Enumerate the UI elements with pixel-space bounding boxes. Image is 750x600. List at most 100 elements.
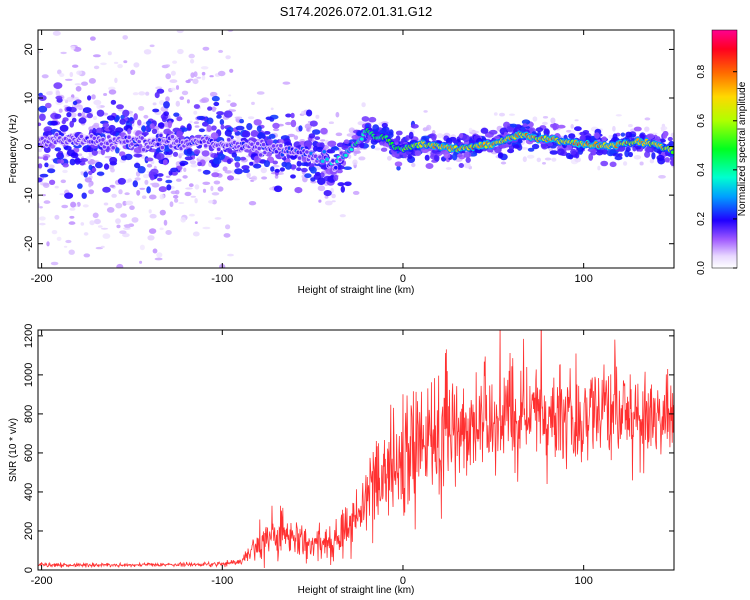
heatmap-noise-cell — [177, 48, 184, 55]
heatmap-noise-cell — [209, 75, 214, 78]
heatmap-noise-cell — [180, 217, 186, 223]
heatmap-noise-cell — [317, 185, 326, 192]
heatmap-cell — [38, 122, 42, 127]
heatmap-noise-cell — [143, 114, 149, 119]
heatmap-noise-cell — [125, 200, 134, 206]
heatmap-y-tick-label: 10 — [23, 92, 35, 104]
heatmap-cell — [465, 157, 471, 164]
heatmap-cell — [609, 161, 617, 168]
heatmap-noise-cell — [118, 189, 123, 195]
heatmap-noise-cell — [104, 313, 110, 316]
heatmap-cell — [227, 175, 234, 181]
heatmap-ridge-cell — [331, 159, 335, 163]
heatmap-cell — [566, 152, 572, 159]
heatmap-noise-cell — [75, 86, 82, 92]
heatmap-noise-cell — [436, 133, 444, 139]
heatmap-noise-cell — [124, 192, 130, 196]
heatmap-cell — [263, 131, 271, 135]
heatmap-noise-cell — [70, 45, 76, 50]
heatmap-ridge-cell — [108, 139, 113, 143]
heatmap-noise-cell — [59, 193, 66, 196]
heatmap-noise-cell — [202, 181, 211, 185]
heatmap-noise-cell — [97, 225, 103, 228]
heatmap-noise-cell — [361, 102, 366, 108]
heatmap-cell — [141, 131, 149, 136]
heatmap-noise-cell — [272, 164, 280, 168]
heatmap-cell — [463, 151, 472, 159]
heatmap-noise-cell — [92, 212, 99, 219]
heatmap-noise-cell — [176, 30, 184, 34]
heatmap-noise-cell — [202, 46, 210, 51]
heatmap-noise-cell — [130, 69, 136, 76]
heatmap-cell — [306, 109, 313, 117]
heatmap-noise-cell — [251, 101, 255, 105]
heatmap-cell — [91, 167, 97, 172]
heatmap-noise-cell — [82, 204, 89, 208]
heatmap-noise-cell — [46, 164, 55, 170]
snr-x-tick-label: -100 — [211, 575, 233, 587]
snr-x-tick-label: 100 — [574, 575, 592, 587]
heatmap-cell — [510, 123, 517, 128]
heatmap-ridge-cell — [325, 157, 329, 162]
heatmap-cell — [206, 117, 214, 125]
heatmap-cell — [535, 127, 544, 133]
heatmap-noise-cell — [190, 59, 195, 64]
heatmap-noise-cell — [68, 221, 76, 225]
heatmap-noise-cell — [225, 55, 231, 60]
heatmap-noise-cell — [54, 214, 60, 220]
heatmap-noise-cell — [41, 24, 45, 30]
heatmap-cell — [151, 128, 158, 134]
heatmap-noise-cell — [521, 147, 529, 150]
heatmap-cell — [359, 141, 365, 149]
heatmap-ridge-cell — [111, 146, 115, 150]
heatmap-cell — [211, 125, 217, 131]
heatmap-noise-cell — [204, 286, 210, 290]
heatmap-noise-cell — [269, 187, 274, 191]
heatmap-cell — [88, 164, 93, 170]
heatmap-noise-cell — [93, 122, 100, 127]
heatmap-cell — [186, 148, 192, 155]
heatmap-noise-cell — [574, 157, 581, 163]
heatmap-cell — [226, 158, 232, 164]
heatmap-noise-cell — [247, 116, 255, 120]
heatmap-noise-cell — [165, 175, 171, 178]
heatmap-cell — [49, 179, 56, 185]
snr-y-tick-label: 0 — [23, 567, 35, 573]
heatmap-noise-cell — [175, 161, 181, 167]
heatmap-cell — [294, 187, 303, 194]
heatmap-cell — [69, 158, 76, 166]
heatmap-noise-cell — [423, 110, 428, 113]
heatmap-cell — [210, 132, 219, 140]
heatmap-cell — [506, 125, 514, 132]
heatmap-cell — [557, 124, 566, 129]
heatmap-cell — [54, 147, 62, 152]
heatmap-noise-cell — [134, 177, 141, 181]
heatmap-noise-cell — [213, 169, 220, 173]
heatmap-noise-cell — [566, 129, 572, 133]
heatmap-cell — [395, 130, 403, 136]
heatmap-noise-cell — [69, 71, 74, 78]
heatmap-ridge-cell — [157, 138, 162, 142]
colorbar-ticks: 0.0 0.2 0.4 0.6 0.8 — [696, 64, 737, 275]
heatmap-noise-cell — [114, 77, 118, 84]
heatmap-noise-cell — [84, 177, 92, 183]
heatmap-cell — [368, 116, 377, 123]
heatmap-frame — [37, 29, 675, 269]
heatmap-cell — [78, 117, 87, 124]
heatmap-cell — [133, 153, 143, 158]
heatmap-noise-cell — [193, 121, 200, 125]
heatmap-noise-cell — [92, 116, 98, 120]
heatmap-cell — [323, 190, 332, 197]
heatmap-noise-cell — [141, 195, 147, 199]
heatmap-noise-cell — [532, 116, 538, 122]
heatmap-ridge-cell — [360, 137, 364, 141]
heatmap-cell — [320, 127, 328, 135]
heatmap-noise-cell — [499, 112, 505, 117]
heatmap-noise-cell — [229, 68, 234, 73]
heatmap-noise-cell — [232, 178, 241, 181]
heatmap-cell — [270, 166, 275, 172]
heatmap-noise-cell — [623, 161, 628, 166]
heatmap-noise-cell — [120, 213, 127, 218]
heatmap-x-ticks: -200 -100 0 100 — [31, 30, 593, 285]
heatmap-ridge-cell — [92, 136, 97, 141]
